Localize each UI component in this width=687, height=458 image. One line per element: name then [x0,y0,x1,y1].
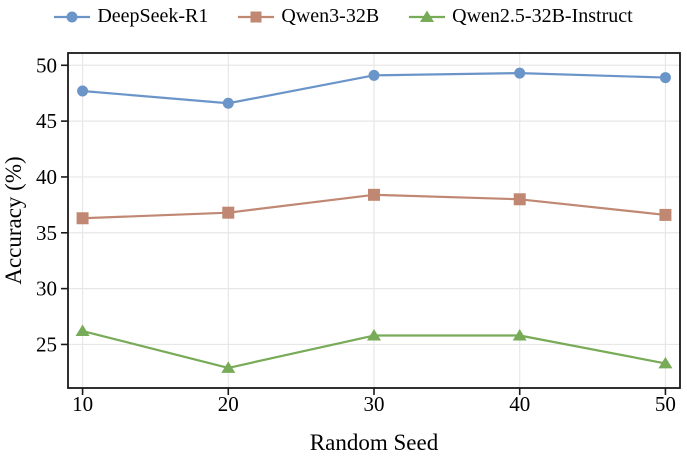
data-point-circle [368,69,380,81]
square-marker-icon [238,11,275,22]
data-point-square [222,206,235,219]
data-point-circle [514,67,526,79]
y-tick-label: 30 [36,277,57,301]
data-point-square [513,193,526,206]
data-point-circle [659,72,671,84]
y-axis-label: Accuracy (%) [1,156,26,284]
x-tick-label: 10 [72,392,93,416]
y-tick-label: 45 [36,109,57,133]
y-tick-label: 40 [36,165,57,189]
x-tick-label: 50 [655,392,676,416]
legend-item-qwen3-32b: Qwen3-32B [238,5,379,28]
triangle-marker-icon [409,10,446,22]
data-point-triangle [75,324,90,337]
legend-item-deepseek-r1: DeepSeek-R1 [54,5,208,28]
data-point-circle [77,85,89,97]
legend-label: DeepSeek-R1 [97,5,209,27]
x-tick-label: 30 [364,392,385,416]
x-tick-label: 40 [509,392,530,416]
legend-label: Qwen2.5-32B-Instruct [452,5,633,27]
y-tick-label: 35 [36,221,57,245]
y-tick-label: 50 [36,53,57,77]
x-axis-label: Random Seed [310,430,439,455]
x-tick-label: 20 [218,392,239,416]
legend-label: Qwen3-32B [281,5,380,27]
data-point-triangle [367,329,381,341]
y-tick-label: 25 [36,332,57,356]
data-point-square [76,212,89,225]
data-point-square [659,208,672,221]
data-point-square [368,188,380,201]
circle-marker-icon [54,11,91,22]
data-point-triangle [658,356,673,369]
legend-item-qwen2-5-32b-instruct: Qwen2.5-32B-Instruct [409,5,633,28]
data-point-triangle [221,361,236,373]
chart-legend: DeepSeek-R1 Qwen3-32B Qwen2.5-32B-Instruct [0,5,687,28]
data-point-triangle [512,329,527,341]
data-point-circle [222,97,234,109]
